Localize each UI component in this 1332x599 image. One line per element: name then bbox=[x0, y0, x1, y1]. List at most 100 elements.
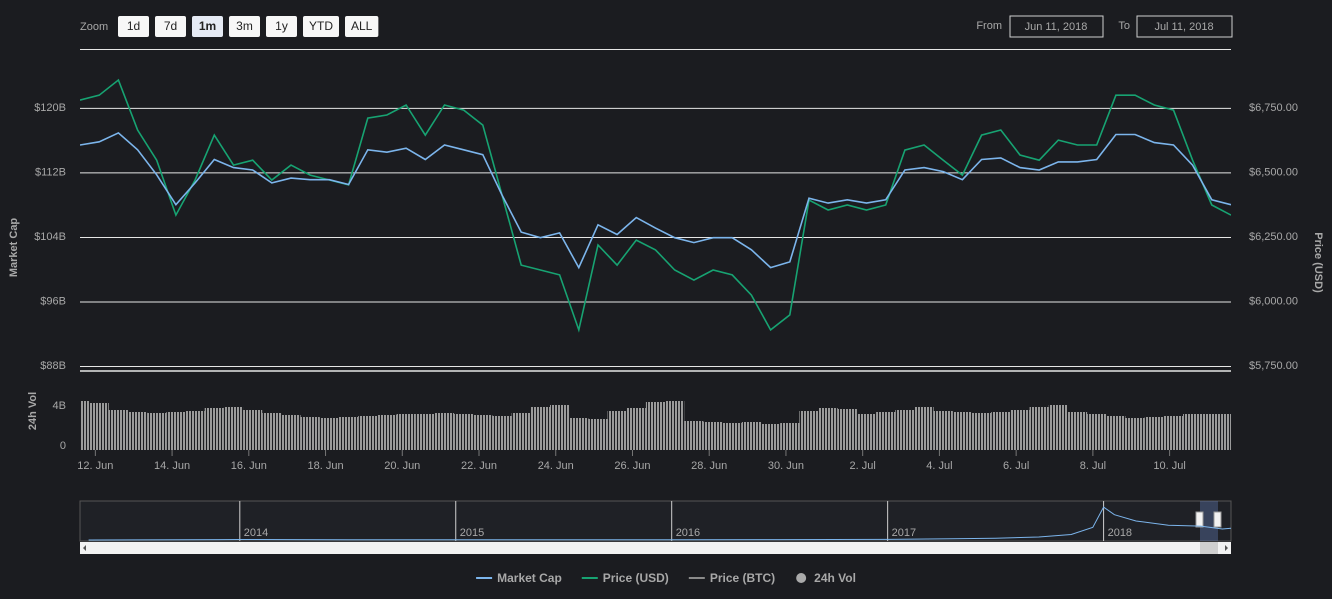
y2-tick-label: $6,500.00 bbox=[1249, 166, 1298, 178]
volume-bar bbox=[108, 410, 128, 450]
volume-bar bbox=[204, 408, 224, 450]
y-axis-title: Market Cap bbox=[8, 218, 20, 278]
scrollbar-thumb[interactable] bbox=[1200, 542, 1218, 554]
volume-bar bbox=[243, 410, 263, 450]
volume-bar bbox=[1144, 417, 1164, 450]
x-tick-label: 2014 bbox=[244, 527, 268, 539]
volume-bar bbox=[952, 412, 973, 450]
zoom-button[interactable] bbox=[345, 16, 379, 37]
volume-bar bbox=[684, 421, 704, 450]
volume-bar bbox=[1221, 414, 1231, 450]
volume-bar bbox=[300, 417, 320, 450]
volume-bar bbox=[588, 419, 608, 450]
volume-bar bbox=[645, 402, 666, 450]
volume-bar bbox=[511, 413, 531, 450]
navigator-line bbox=[88, 506, 1232, 541]
volume-bar bbox=[1029, 407, 1049, 450]
to-value[interactable]: Jul 11, 2018 bbox=[1154, 21, 1213, 33]
y2-tick-label: $6,000.00 bbox=[1249, 295, 1298, 307]
zoom-button[interactable] bbox=[155, 16, 186, 37]
zoom-button[interactable] bbox=[303, 16, 339, 37]
zoom-button-label[interactable]: 1m bbox=[199, 19, 216, 33]
x-tick-label: 6. Jul bbox=[1003, 460, 1029, 472]
volume-bar bbox=[185, 411, 205, 450]
volume-bar bbox=[722, 423, 742, 450]
volume-bar bbox=[1125, 418, 1145, 450]
y-tick-label: $120B bbox=[34, 102, 66, 114]
from-value[interactable]: Jun 11, 2018 bbox=[1025, 21, 1088, 33]
volume-bar bbox=[780, 423, 800, 450]
zoom-button-label[interactable]: YTD bbox=[309, 19, 333, 33]
volume-bar bbox=[223, 407, 244, 450]
volume-bar bbox=[80, 401, 90, 450]
x-tick-label: 12. Jun bbox=[77, 460, 113, 472]
volume-bar bbox=[396, 414, 416, 450]
navigator-selection[interactable] bbox=[1200, 501, 1218, 541]
scrollbar-track[interactable] bbox=[80, 542, 1231, 554]
volume-bar bbox=[761, 424, 781, 450]
y-tick-label: $112B bbox=[35, 166, 66, 178]
series-line bbox=[80, 131, 1231, 270]
volume-bar bbox=[262, 413, 282, 450]
zoom-button-label[interactable]: 1d bbox=[127, 19, 140, 33]
y2-tick-label: $6,750.00 bbox=[1249, 102, 1298, 114]
volume-bar bbox=[415, 414, 435, 450]
volume-bar bbox=[1106, 416, 1126, 450]
volume-bar bbox=[434, 413, 455, 450]
legend-symbol[interactable] bbox=[796, 573, 807, 583]
zoom-button-label[interactable]: 1y bbox=[275, 19, 288, 33]
y2-tick-label: $6,250.00 bbox=[1249, 231, 1298, 243]
volume-bar bbox=[147, 413, 167, 450]
x-tick-label: 22. Jun bbox=[461, 460, 497, 472]
from-input[interactable] bbox=[1009, 15, 1104, 38]
zoom-buttons: 1d 7d 1m 3m 1y YTD ALL bbox=[118, 16, 379, 37]
zoom-button[interactable] bbox=[266, 16, 297, 37]
x-tick-label: 2015 bbox=[460, 527, 484, 539]
legend-item[interactable]: Price (BTC) bbox=[710, 571, 775, 585]
y-tick-label: $96B bbox=[40, 295, 66, 307]
zoom-button-label[interactable]: ALL bbox=[351, 19, 373, 33]
volume-bar bbox=[972, 413, 992, 450]
x-tick-label: 4. Jul bbox=[926, 460, 952, 472]
volume-bar bbox=[166, 412, 186, 450]
zoom-button-label[interactable]: 7d bbox=[164, 19, 177, 33]
zoom-label: Zoom bbox=[80, 21, 108, 33]
volume-bar bbox=[876, 412, 896, 450]
zoom-button[interactable] bbox=[118, 16, 149, 37]
volume-bar bbox=[1087, 414, 1107, 450]
zoom-button[interactable] bbox=[229, 16, 260, 37]
to-label: To bbox=[1118, 20, 1130, 32]
navigator-handle[interactable] bbox=[1213, 511, 1222, 528]
navigator-handle[interactable] bbox=[1195, 511, 1204, 528]
volume-bar bbox=[530, 407, 550, 450]
volume-bar bbox=[549, 405, 570, 450]
y2-tick-label: $5,750.00 bbox=[1249, 360, 1298, 372]
legend-item[interactable]: Price (USD) bbox=[603, 571, 669, 585]
zoom-button[interactable] bbox=[192, 16, 223, 37]
volume-bar bbox=[856, 414, 877, 450]
volume-bar bbox=[626, 408, 646, 450]
x-tick-label: 10. Jul bbox=[1153, 460, 1185, 472]
volume-bar bbox=[741, 422, 762, 450]
legend-item[interactable]: 24h Vol bbox=[814, 571, 856, 585]
volume-bar bbox=[607, 411, 627, 450]
x-tick-label: 30. Jun bbox=[768, 460, 804, 472]
legend-item[interactable]: Market Cap bbox=[497, 571, 562, 585]
volume-bar bbox=[799, 411, 819, 450]
x-tick-label: 26. Jun bbox=[614, 460, 650, 472]
legend: Market Cap Price (USD) Price (BTC) 24h Vol bbox=[476, 571, 856, 585]
zoom-button-label[interactable]: 3m bbox=[236, 19, 253, 33]
y-tick-label: $88B bbox=[40, 360, 66, 372]
volume-bar bbox=[837, 409, 857, 450]
volume-bar bbox=[991, 412, 1011, 450]
plot-layer: $88B $96B $104B $112B $120B $5,750.00 $6,000.0… bbox=[8, 78, 1324, 541]
volume-bar bbox=[569, 418, 589, 450]
volume-bar bbox=[818, 408, 838, 450]
x-tick-label: 18. Jun bbox=[307, 460, 343, 472]
to-input[interactable] bbox=[1136, 15, 1233, 38]
volume-bar bbox=[377, 415, 397, 450]
series-line bbox=[80, 78, 1231, 333]
